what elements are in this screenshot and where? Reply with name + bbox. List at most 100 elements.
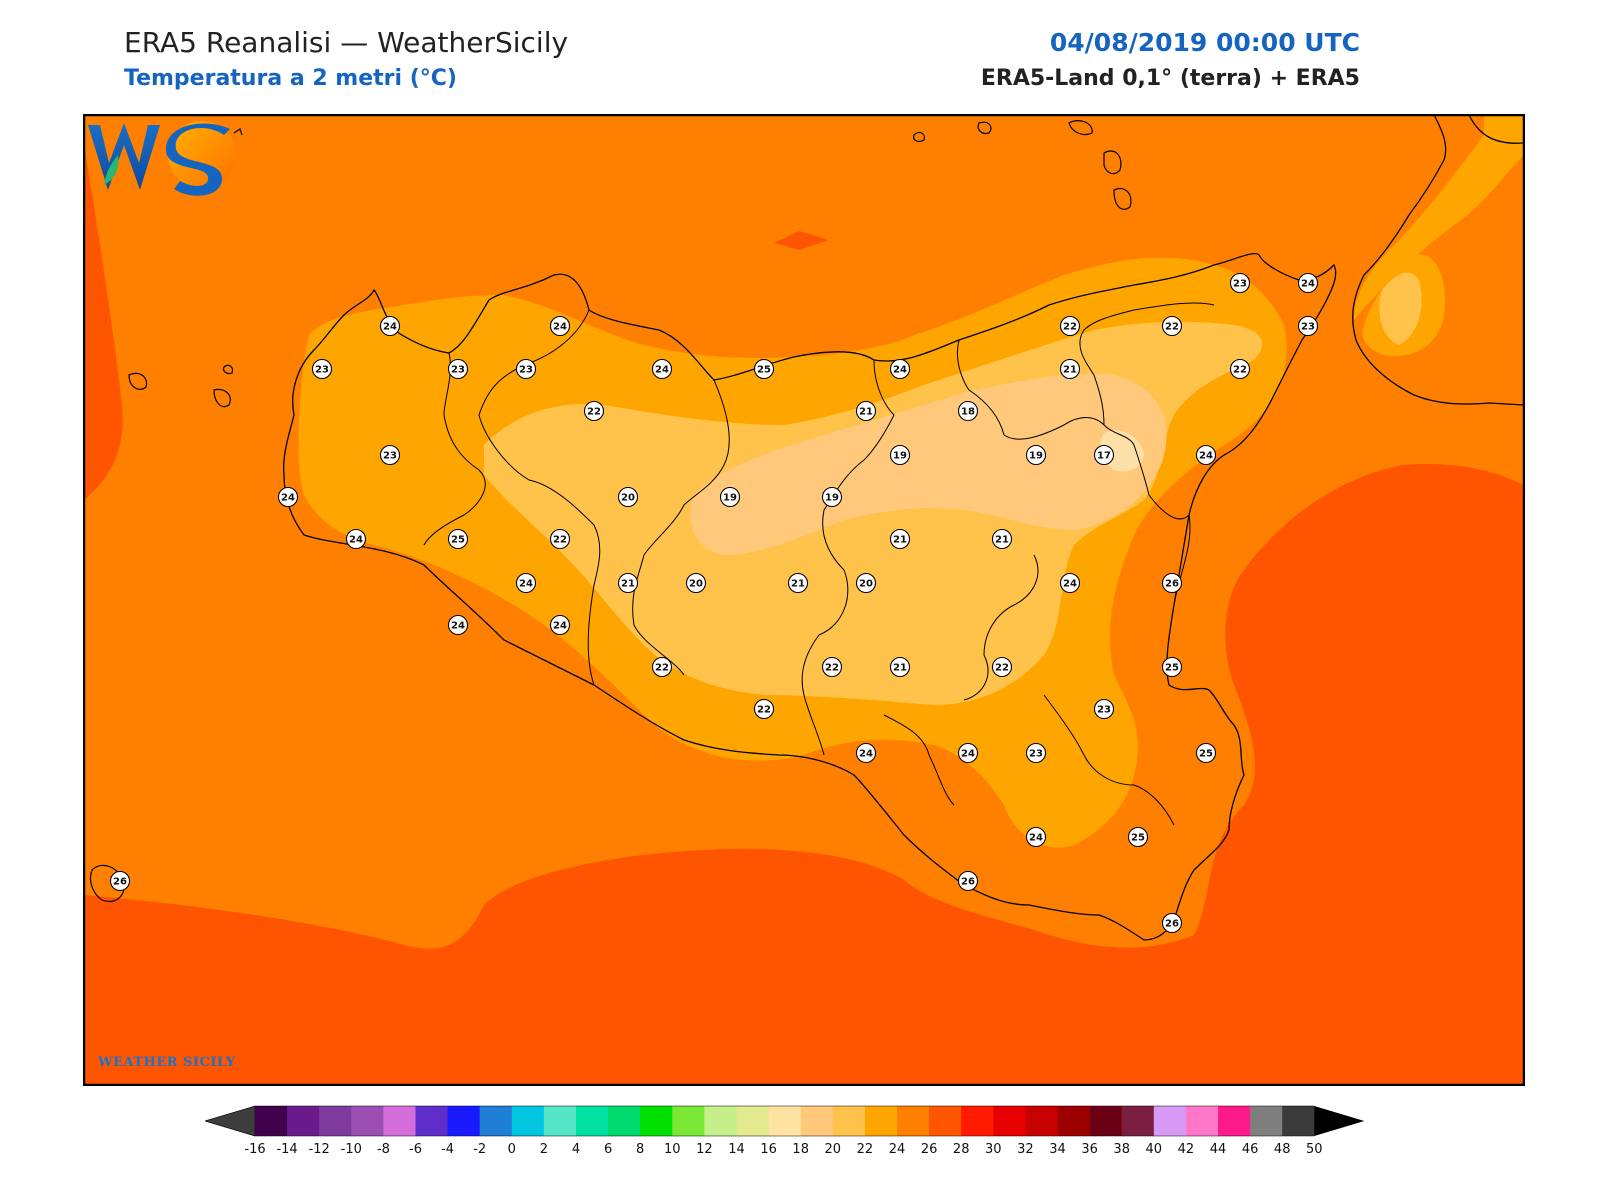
station-value: 26 bbox=[1165, 579, 1179, 590]
station-marker: 26 bbox=[1161, 912, 1183, 934]
station-dot bbox=[821, 486, 843, 508]
colorbar-tick-label: 50 bbox=[1306, 1142, 1323, 1157]
station-dot bbox=[855, 742, 877, 764]
station-dot bbox=[1229, 272, 1251, 294]
station-value: 19 bbox=[825, 493, 839, 504]
station-dot bbox=[991, 528, 1013, 550]
station-value: 21 bbox=[893, 663, 907, 674]
station-dot bbox=[1229, 358, 1251, 380]
station-dot bbox=[855, 572, 877, 594]
station-dot bbox=[617, 486, 639, 508]
station-marker: 19 bbox=[1025, 444, 1047, 466]
station-dot bbox=[515, 572, 537, 594]
colorbar-tick-label: 22 bbox=[857, 1142, 874, 1157]
station-marker: 23 bbox=[1297, 315, 1319, 337]
station-marker: 24 bbox=[1297, 272, 1319, 294]
station-marker: 26 bbox=[1161, 572, 1183, 594]
station-value: 24 bbox=[1063, 579, 1077, 590]
station-marker: 20 bbox=[855, 572, 877, 594]
colorbar-box bbox=[993, 1106, 1026, 1136]
station-value: 21 bbox=[791, 579, 805, 590]
colorbar-boxes bbox=[205, 1105, 1365, 1137]
station-marker: 22 bbox=[1229, 358, 1251, 380]
station-value: 24 bbox=[961, 749, 975, 760]
colorbar-box bbox=[447, 1106, 481, 1136]
station-marker: 24 bbox=[855, 742, 877, 764]
station-dot bbox=[583, 400, 605, 422]
station-marker: 20 bbox=[685, 572, 707, 594]
station-dot bbox=[1297, 315, 1319, 337]
station-value: 23 bbox=[383, 451, 397, 462]
station-value: 24 bbox=[349, 535, 363, 546]
station-marker: 23 bbox=[1025, 742, 1047, 764]
station-value: 24 bbox=[553, 322, 567, 333]
station-value: 25 bbox=[1131, 833, 1145, 844]
station-marker: 23 bbox=[447, 358, 469, 380]
station-dot bbox=[1025, 742, 1047, 764]
station-dot bbox=[855, 400, 877, 422]
colorbar-tick-label: 32 bbox=[1017, 1142, 1034, 1157]
station-value: 24 bbox=[281, 493, 295, 504]
colorbar-ticks: -16 -14 -12 -10 -8 -6 -4 -2 0 2 4 6 8 10 12 14 16 18 20 22 2… bbox=[244, 1142, 1322, 1157]
colorbar-tick-label: 44 bbox=[1210, 1142, 1227, 1157]
station-marker: 25 bbox=[1195, 742, 1217, 764]
station-dot bbox=[1059, 315, 1081, 337]
station-dot bbox=[651, 358, 673, 380]
ustica-island bbox=[222, 364, 234, 375]
station-value: 23 bbox=[1029, 749, 1043, 760]
colorbar-box bbox=[704, 1106, 737, 1136]
station-marker: 24 bbox=[651, 358, 673, 380]
station-dot bbox=[787, 572, 809, 594]
station-marker: 23 bbox=[379, 444, 401, 466]
station-value: 24 bbox=[553, 621, 567, 632]
station-dot bbox=[277, 486, 299, 508]
colorbar-box bbox=[255, 1106, 288, 1136]
station-value: 22 bbox=[825, 663, 839, 674]
map-canvas: 24 24 23 23 23 24 25 24 22 22 23 24 22 23 23 22 21 21 18 24… bbox=[84, 115, 1524, 1085]
colorbar-box bbox=[1153, 1106, 1187, 1136]
colorbar-tick-label: -2 bbox=[473, 1142, 486, 1157]
station-marker: 21 bbox=[889, 656, 911, 678]
station-value: 19 bbox=[723, 493, 737, 504]
data-source: ERA5-Land 0,1° (terra) + ERA5 bbox=[980, 66, 1360, 91]
colorbar-tick-label: 12 bbox=[696, 1142, 713, 1157]
station-marker: 23 bbox=[311, 358, 333, 380]
colorbar-tick-label: 30 bbox=[985, 1142, 1002, 1157]
colorbar-tick-label: 14 bbox=[728, 1142, 745, 1157]
station-dot bbox=[447, 358, 469, 380]
station-marker: 24 bbox=[379, 315, 401, 337]
station-dot bbox=[1161, 656, 1183, 678]
station-marker: 25 bbox=[1161, 656, 1183, 678]
colorbar-box bbox=[1185, 1106, 1219, 1136]
station-marker: 24 bbox=[515, 572, 537, 594]
station-marker: 21 bbox=[855, 400, 877, 422]
colorbar-tick-label: -12 bbox=[309, 1142, 330, 1157]
valid-datetime: 04/08/2019 00:00 UTC bbox=[1049, 28, 1360, 57]
field-26-west bbox=[84, 145, 123, 500]
colorbar-tick-label: 4 bbox=[572, 1142, 580, 1157]
colorbar-frame bbox=[255, 1105, 1315, 1137]
field-18-20 bbox=[690, 373, 1167, 555]
colorbar-box bbox=[383, 1106, 416, 1136]
station-dot bbox=[753, 698, 775, 720]
colorbar-tick-label: 18 bbox=[792, 1142, 809, 1157]
station-dot bbox=[1161, 315, 1183, 337]
station-value: 20 bbox=[689, 579, 703, 590]
colorbar-box bbox=[640, 1106, 673, 1136]
colorbar-box bbox=[511, 1106, 545, 1136]
colorbar-box bbox=[1218, 1106, 1251, 1136]
station-marker: 24 bbox=[1025, 826, 1047, 848]
station-value: 23 bbox=[1097, 705, 1111, 716]
station-dot bbox=[685, 572, 707, 594]
station-value: 18 bbox=[961, 407, 975, 418]
station-value: 22 bbox=[1233, 365, 1247, 376]
station-value: 19 bbox=[893, 451, 907, 462]
station-dot bbox=[957, 742, 979, 764]
aeolian-islands bbox=[913, 120, 1132, 210]
station-marker: 22 bbox=[583, 400, 605, 422]
station-marker: 22 bbox=[991, 656, 1013, 678]
station-marker: 19 bbox=[889, 444, 911, 466]
station-dot bbox=[447, 528, 469, 550]
station-marker: 23 bbox=[1229, 272, 1251, 294]
station-value: 20 bbox=[621, 493, 635, 504]
